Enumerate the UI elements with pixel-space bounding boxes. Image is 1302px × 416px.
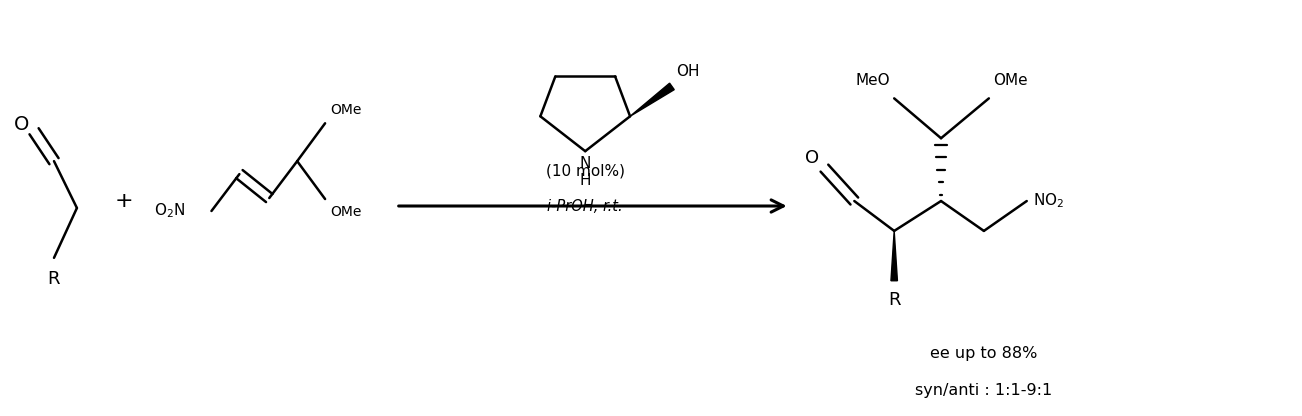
Text: OMe: OMe <box>993 73 1027 89</box>
Text: syn/anti : 1:1-9:1: syn/anti : 1:1-9:1 <box>915 383 1052 398</box>
Text: R: R <box>888 291 901 309</box>
Text: (10 mol%): (10 mol%) <box>546 163 625 178</box>
Polygon shape <box>891 231 897 281</box>
Text: NO$_2$: NO$_2$ <box>1032 192 1064 210</box>
Text: i-PrOH, r.t.: i-PrOH, r.t. <box>547 198 624 213</box>
Text: O: O <box>806 149 819 167</box>
Text: MeO: MeO <box>855 73 891 89</box>
Text: OH: OH <box>676 64 699 79</box>
Text: O: O <box>13 115 29 134</box>
Text: OMe: OMe <box>331 205 362 219</box>
Text: R: R <box>48 270 60 288</box>
Polygon shape <box>630 83 674 116</box>
Text: +: + <box>115 191 133 211</box>
Text: O$_2$N: O$_2$N <box>154 202 185 220</box>
Text: OMe: OMe <box>331 103 362 117</box>
Text: N: N <box>579 156 591 171</box>
Text: H: H <box>579 173 591 188</box>
Text: ee up to 88%: ee up to 88% <box>930 346 1038 361</box>
